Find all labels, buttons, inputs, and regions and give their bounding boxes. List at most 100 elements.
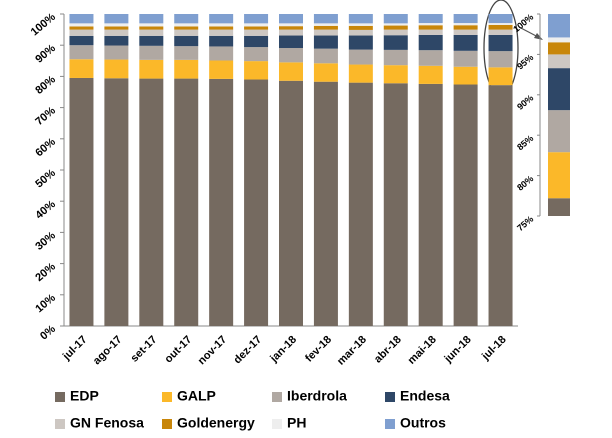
bar-segment [313,14,338,24]
bar-segment [418,50,443,66]
bar-segment [383,49,408,66]
zoom-arrow-head [534,33,543,40]
bar-segment [488,34,513,52]
bar-segment [174,59,199,79]
bar-segment [279,48,303,63]
bar-segment [348,49,373,65]
bar-segment [313,29,338,36]
bar-segment [348,14,373,24]
inset-y-tick-label: 75% [515,214,535,233]
bar-segment [69,35,94,46]
bar-segment [104,26,129,30]
legend-label: GALP [177,388,216,404]
legend-label: Outros [400,415,446,431]
y-tick-label: 0% [38,323,58,343]
bar-segment [348,25,373,30]
bar-segment [69,59,94,78]
bar-segment [174,14,199,24]
bar-segment [488,51,513,68]
bar-segment [139,23,164,27]
inset-bar-segment [548,37,570,43]
bar-segment [69,45,94,60]
bar-segment [174,29,199,36]
bar-segment [488,24,513,30]
bar-segment [279,26,303,30]
bar-segment [383,14,408,24]
bar-segment [279,23,303,27]
x-tick-label: nov-17 [196,334,230,368]
bar-segment [313,63,338,82]
inset-bar-segment [548,110,570,153]
bar-segment [488,67,513,86]
bar-segment [383,83,408,326]
bar-segment [418,29,443,35]
y-tick-label: 10% [33,292,58,315]
bar-segment [348,23,373,26]
bar-segment [209,23,234,27]
y-tick-label: 100% [29,11,58,38]
bar-segment [69,23,94,27]
bar-segment [488,85,513,326]
bar-segment [279,35,303,49]
inset-bar-segment [548,14,570,38]
bar-segment [348,29,373,36]
bar-segment [313,48,338,64]
bar-segment [139,35,164,46]
bar-segment [244,79,269,327]
bar-segment [244,26,269,30]
y-tick-label: 40% [33,198,58,221]
bar-segment [383,35,408,50]
legend-swatch [162,419,172,429]
y-tick-label: 20% [33,261,58,284]
bar-segment [453,29,478,35]
bar-segment [104,14,129,24]
bar-segment [209,26,234,30]
bar-segment [209,60,234,79]
bar-segment [383,29,408,36]
bar-segment [244,61,269,80]
bar-segment [418,23,443,26]
bar-segment [139,14,164,24]
legend-label: GN Fenosa [70,415,144,431]
x-tick-label: abr-18 [372,334,404,366]
inset-y-tick-label: 100% [511,12,535,34]
legend-label: Goldenergy [177,415,255,431]
inset-bar-segment [548,198,570,216]
legend-swatch [272,419,282,429]
bar-segment [348,82,373,326]
x-tick-label: out-17 [163,334,195,366]
x-tick-label: jul-17 [60,334,90,364]
bar-segment [313,23,338,26]
bar-segment [244,14,269,24]
inset-bar-segment [548,152,570,199]
inset-y-tick-label: 85% [515,133,535,152]
bar-segment [279,29,303,36]
x-tick-label: jun-18 [442,334,474,366]
bar-segment [453,50,478,67]
x-tick-label: fev-18 [303,334,334,365]
legend-swatch [55,392,65,402]
bar-segment [209,35,234,47]
bar-segment [69,77,94,327]
bar-segment [453,25,478,30]
bar-segment [244,29,269,36]
bar-segment [139,26,164,30]
bar-segment [279,80,303,326]
x-tick-label: dez-17 [231,334,264,367]
x-tick-label: ago-17 [91,334,125,368]
bar-segment [209,78,234,326]
x-tick-label: mai-18 [406,334,439,367]
bar-segment [244,35,269,48]
inset-y-tick-label: 90% [515,93,535,112]
bar-segment [174,23,199,27]
legend-swatch [385,392,395,402]
bar-segment [139,45,164,60]
bar-segment [104,59,129,79]
bar-segment [313,35,338,49]
inset-y-tick-label: 80% [515,173,535,192]
bar-segment [488,14,513,24]
bar-segment [104,45,129,60]
bar-segment [313,25,338,30]
bar-segment [174,26,199,30]
